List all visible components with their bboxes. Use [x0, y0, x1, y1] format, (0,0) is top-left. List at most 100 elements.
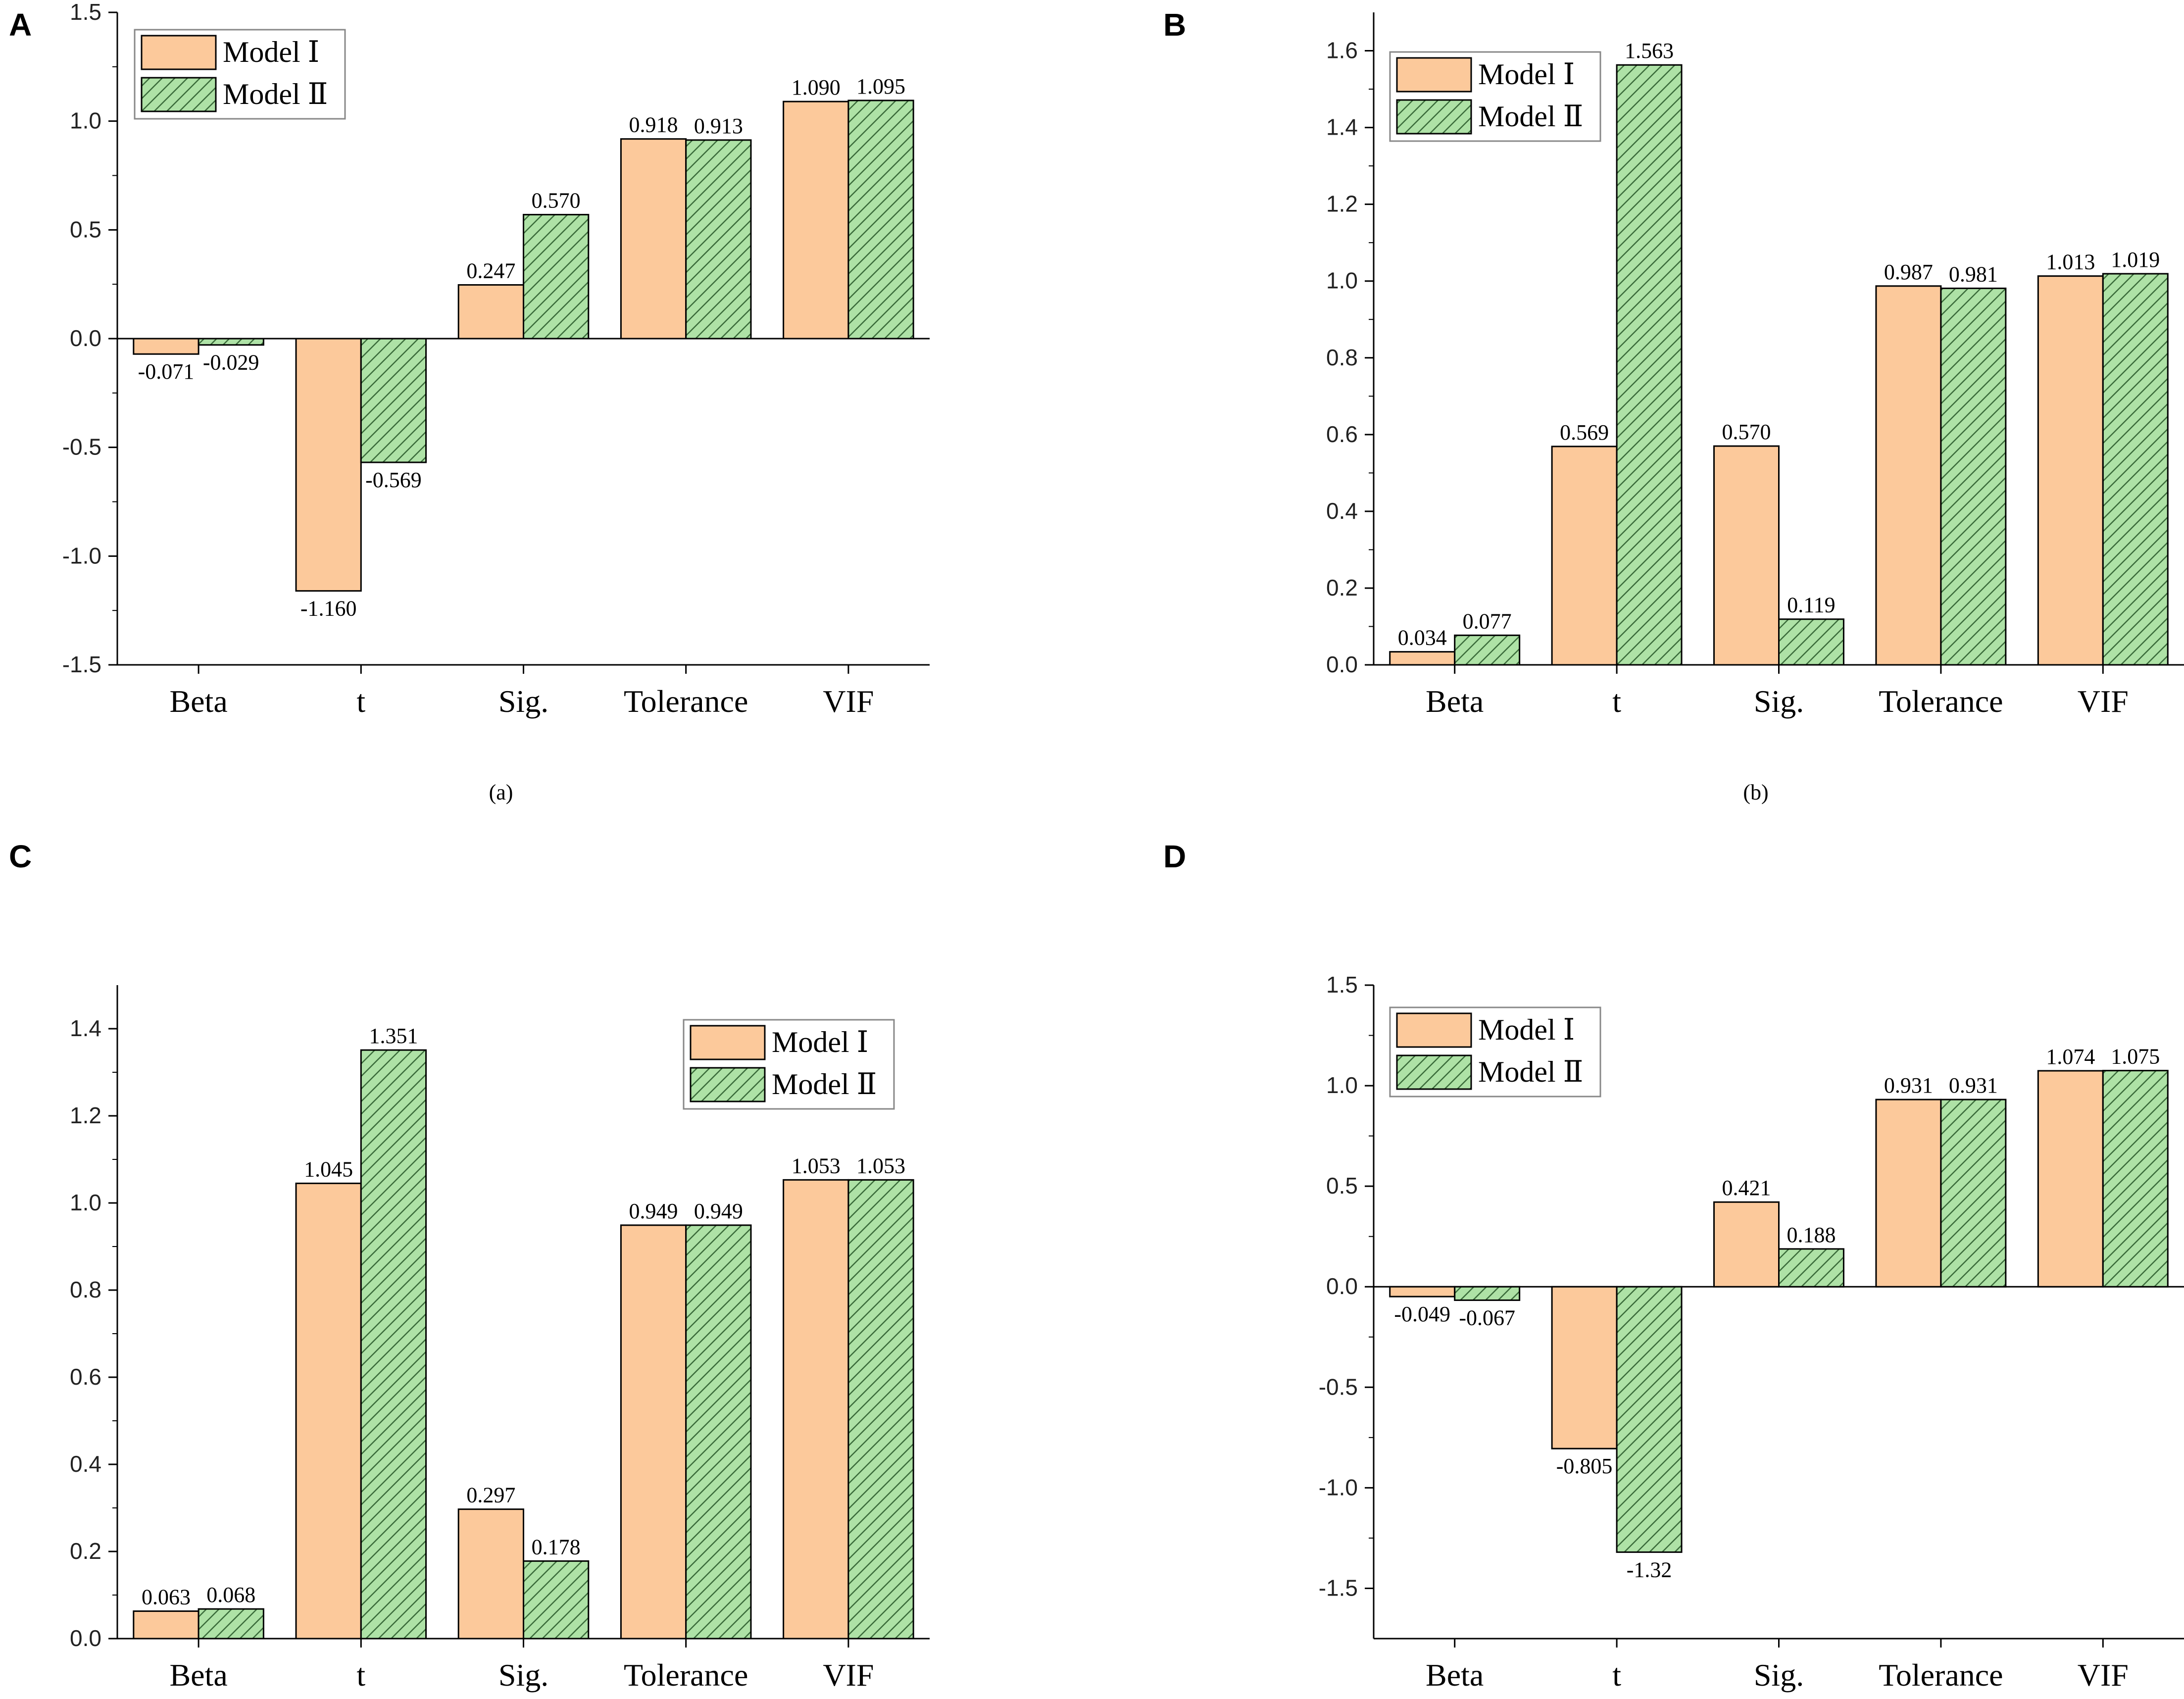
legend: Model Ⅰ Model Ⅱ: [1389, 1006, 1601, 1098]
bar-model-1: [1713, 445, 1780, 666]
y-tick-label: -1.0: [62, 543, 101, 568]
legend-label-model-2: Model Ⅱ: [223, 78, 328, 110]
bar-model-1: [1875, 285, 1942, 666]
y-tick-label: 0.8: [70, 1277, 101, 1302]
bar-model-2: [1454, 634, 1521, 666]
data-label-model-2: 0.949: [694, 1199, 743, 1223]
data-label-model-2: 0.188: [1787, 1223, 1836, 1247]
bar-model-1: [457, 284, 524, 340]
bar-model-1: [783, 1179, 849, 1640]
x-tick-label: VIF: [823, 1657, 874, 1693]
x-tick-label: Beta: [1426, 1657, 1484, 1693]
y-tick-label: 0.8: [1326, 345, 1358, 370]
y-tick-label: -0.5: [1319, 1374, 1358, 1399]
y-tick-label: 0.0: [70, 1625, 101, 1651]
bar-model-1: [295, 338, 362, 592]
y-tick-label: 1.2: [70, 1102, 101, 1128]
bar-model-2: [360, 1049, 427, 1640]
bar-model-2: [1940, 1099, 2007, 1288]
y-tick-label: 1.5: [1326, 972, 1358, 998]
bar-model-2: [2102, 1070, 2169, 1288]
data-label-model-2: 0.077: [1463, 609, 1512, 633]
panel-letter: A: [9, 7, 32, 43]
y-tick-label: 0.4: [70, 1451, 101, 1477]
data-label-model-1: 1.013: [2046, 250, 2095, 274]
bar-model-2: [1616, 1286, 1683, 1553]
data-label-model-1: 0.918: [629, 113, 678, 137]
data-label-model-2: 0.178: [532, 1535, 581, 1559]
legend-swatch-model-2: [1396, 99, 1472, 135]
x-tick-label: VIF: [2078, 1657, 2129, 1693]
legend-swatch-model-1: [690, 1025, 766, 1060]
bar-model-1: [783, 100, 849, 340]
data-label-model-1: -1.160: [300, 597, 357, 621]
bar-model-1: [1389, 651, 1456, 666]
x-tick-label: Tolerance: [624, 1657, 748, 1693]
panel-caption: (a): [489, 780, 513, 804]
x-tick-label: Sig.: [498, 1657, 548, 1693]
y-tick-label: 0.2: [70, 1538, 101, 1564]
bar-model-2: [685, 1224, 752, 1640]
bar-model-1: [1713, 1201, 1780, 1288]
data-label-model-2: -0.029: [203, 350, 259, 375]
data-label-model-2: 0.570: [532, 189, 581, 213]
y-tick-label: 1.4: [70, 1015, 101, 1041]
y-tick-label: -0.5: [62, 434, 101, 460]
data-label-model-1: 0.297: [466, 1483, 515, 1507]
x-tick-label: Sig.: [1754, 1657, 1804, 1693]
panel-letter: D: [1163, 839, 1186, 874]
data-label-model-2: -0.067: [1459, 1305, 1515, 1330]
bar-model-1: [133, 338, 199, 355]
data-label-model-2: 1.019: [2111, 248, 2160, 272]
y-tick-label: 1.0: [1326, 268, 1358, 294]
y-tick-label: -1.0: [1319, 1474, 1358, 1500]
x-tick-label: t: [1612, 684, 1621, 719]
data-label-model-2: 0.119: [1787, 593, 1835, 617]
x-tick-label: VIF: [2078, 684, 2129, 719]
data-label-model-1: 1.045: [304, 1157, 353, 1181]
legend-label-model-2: Model Ⅱ: [1478, 1055, 1583, 1088]
y-tick-label: 0.0: [1326, 1273, 1358, 1299]
data-label-model-1: -0.049: [1394, 1302, 1450, 1326]
bar-model-2: [360, 338, 427, 463]
legend: Model Ⅰ Model Ⅱ: [134, 29, 346, 120]
bar-model-2: [847, 1179, 914, 1640]
bar-model-1: [1875, 1099, 1942, 1288]
data-label-model-2: -1.32: [1627, 1557, 1672, 1582]
data-label-model-1: 1.090: [792, 75, 841, 100]
bar-model-1: [295, 1182, 362, 1640]
chart-panel-b: B 0.0 0.2 0.4 0.6 0.8 1.0 1.2 1.4 1.6 Beta 0.034 0.0…: [1163, 7, 2184, 804]
y-tick-label: 0.6: [70, 1364, 101, 1390]
data-label-model-1: 0.987: [1884, 260, 1933, 284]
data-label-model-1: 0.931: [1884, 1073, 1933, 1098]
y-tick-label: 1.2: [1326, 191, 1358, 217]
data-label-model-2: 1.075: [2111, 1045, 2160, 1069]
bar-model-2: [1778, 1248, 1844, 1288]
data-label-model-2: 0.981: [1949, 262, 1998, 286]
y-tick-label: 1.5: [70, 0, 101, 25]
legend-label-model-1: Model Ⅰ: [772, 1026, 868, 1058]
bar-model-1: [1551, 446, 1618, 666]
data-label-model-1: -0.805: [1556, 1454, 1613, 1478]
legend: Model Ⅰ Model Ⅱ: [1389, 51, 1601, 142]
x-tick-label: Sig.: [1754, 684, 1804, 719]
bar-model-1: [1551, 1286, 1618, 1449]
data-label-model-2: 0.913: [694, 114, 743, 138]
data-label-model-2: 1.563: [1625, 39, 1674, 63]
x-tick-label: Tolerance: [624, 684, 748, 719]
bar-model-1: [133, 1610, 199, 1640]
data-label-model-1: 1.074: [2046, 1045, 2095, 1069]
legend: Model Ⅰ Model Ⅱ: [683, 1019, 895, 1110]
bar-model-2: [198, 338, 264, 346]
y-tick-label: -1.5: [62, 651, 101, 677]
bar-model-2: [1454, 1286, 1521, 1301]
bar-model-1: [457, 1508, 524, 1640]
y-tick-label: 0.5: [70, 216, 101, 242]
bar-model-1: [620, 138, 687, 340]
bar-model-2: [1940, 287, 2007, 666]
y-tick-label: 0.2: [1326, 575, 1358, 600]
bar-model-1: [620, 1224, 687, 1640]
x-tick-label: t: [1612, 1657, 1621, 1693]
chart-panel-d: D -1.5 -1.0 -0.5 0.0 0.5 1.0 1.5 Beta -0.049 -0.06…: [1163, 839, 2184, 1693]
